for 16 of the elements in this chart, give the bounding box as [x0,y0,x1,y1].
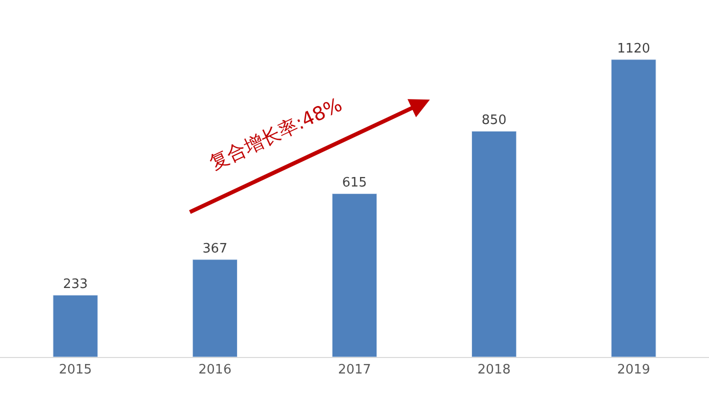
bar [332,193,378,357]
x-tick-label: 2015 [58,362,92,378]
data-label: 1120 [617,42,650,56]
data-label: 850 [482,113,506,128]
x-tick-label: 2016 [198,362,232,378]
x-tick-label: 2018 [478,362,511,378]
annotation: 复合增长率:48% [206,94,346,175]
bar [192,259,238,357]
x-tick-label: 2019 [617,362,650,378]
data-label: 367 [202,242,228,257]
x-tick-label: 2017 [338,362,372,378]
bar [611,59,656,357]
bar [471,130,517,357]
bar [52,294,98,357]
data-label: 615 [342,176,367,191]
data-label: 233 [62,277,88,292]
